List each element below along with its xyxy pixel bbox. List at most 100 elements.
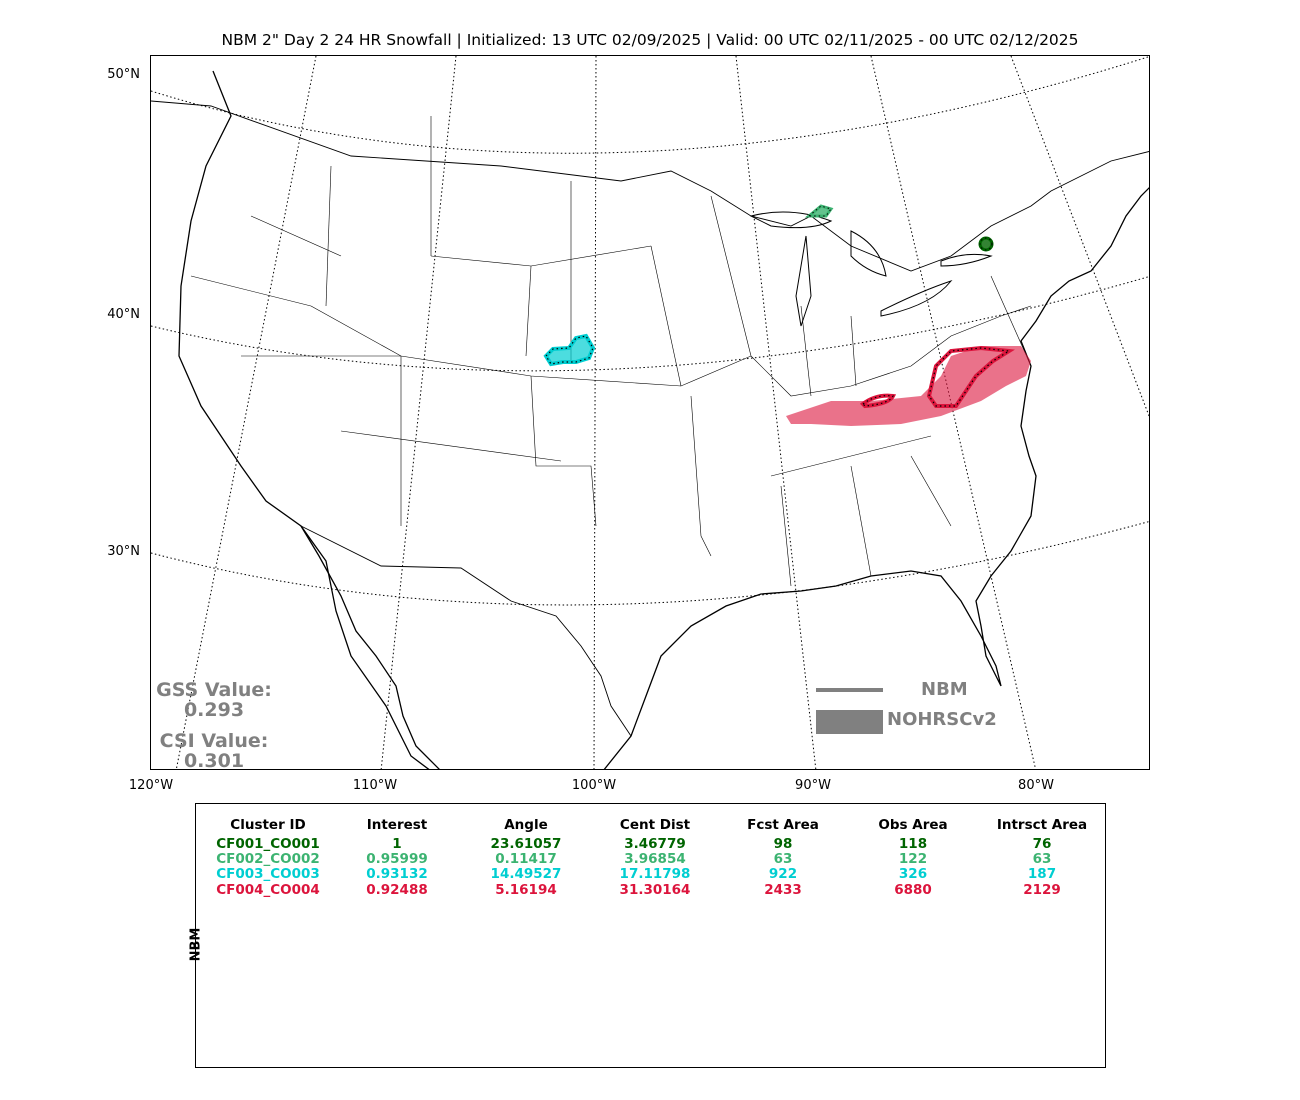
table-cell: 187 (1027, 866, 1057, 882)
state-line (910, 455, 952, 527)
state-line (250, 215, 342, 257)
gss-value: 0.293 (183, 699, 245, 721)
legend-line-swatch (816, 688, 883, 692)
state-line (690, 395, 712, 557)
meridian-70w (1010, 56, 1149, 418)
legend-nbm-label: NBM (921, 679, 968, 700)
lat-label-50: 50°N (107, 67, 140, 82)
graticule (151, 56, 1149, 769)
state-line (190, 275, 312, 307)
parallel-30n (151, 521, 1149, 606)
lake-superior (749, 211, 833, 229)
cf002-outline (804, 204, 834, 218)
table-cell: 2129 (1023, 882, 1061, 898)
table-cell: 2433 (764, 882, 802, 898)
lon-label-80w: 80°W (1018, 778, 1054, 793)
cf001-dots (979, 237, 993, 251)
table-row-cluster-id: CF002_CO002 (216, 851, 320, 867)
col-header-obs-area: Obs Area (878, 817, 948, 833)
cf002-dots (807, 205, 832, 217)
baja-peninsula (300, 525, 440, 769)
csi-label: CSI Value: (159, 730, 269, 752)
parallel-50n (151, 56, 1149, 154)
meridian-120w (175, 56, 317, 769)
lon-label-110w: 110°W (352, 778, 398, 793)
table-cell: 0.93132 (366, 866, 428, 882)
state-line (525, 265, 532, 357)
state-line (430, 245, 652, 267)
table-cell: 14.49527 (490, 866, 562, 882)
table-cell: 3.96854 (624, 851, 686, 867)
cf003-dots (545, 335, 594, 365)
cf004-obs-area (786, 346, 1031, 426)
table-cell: 922 (768, 866, 798, 882)
table-cell: 6880 (894, 882, 932, 898)
table-cell: 0.92488 (366, 882, 428, 898)
cluster-cf004 (786, 345, 1031, 426)
row-axis-label: NBM (188, 927, 204, 962)
state-line (800, 305, 812, 397)
state-line (990, 275, 1032, 367)
state-lines (190, 116, 1032, 587)
lat-label-40: 40°N (107, 307, 140, 322)
col-header-intrsct-area: Intrsct Area (996, 817, 1088, 833)
lake-huron (850, 230, 887, 277)
table-cell: 122 (898, 851, 928, 867)
us-mexico-border (300, 525, 632, 737)
state-line (750, 305, 1032, 397)
col-header-fcst-area: Fcst Area (747, 817, 819, 833)
us-canada-border (151, 100, 1149, 272)
table-cell: 0.95999 (366, 851, 428, 867)
legend-nohrsc-label: NOHRSCv2 (887, 709, 997, 730)
stats-table: Cluster ID Interest Angle Cent Dist Fcst… (195, 803, 1106, 1068)
table-cell: 3.46779 (624, 836, 686, 852)
csi-value: 0.301 (183, 750, 245, 772)
state-line (530, 375, 597, 527)
table-cell: 17.11798 (619, 866, 691, 882)
state-line (770, 435, 932, 477)
state-line (650, 245, 682, 387)
col-header-interest: Interest (366, 817, 428, 833)
table-cell: 63 (773, 851, 793, 867)
great-lakes (749, 211, 993, 327)
meridian-110w (380, 56, 457, 769)
lake-erie (880, 279, 953, 317)
state-line (710, 195, 752, 357)
col-header-angle: Angle (504, 817, 548, 833)
lon-label-90w: 90°W (795, 778, 831, 793)
west-coast (178, 70, 430, 769)
table-cell: 23.61057 (490, 836, 562, 852)
map-canvas (151, 56, 1149, 769)
lake-michigan (795, 235, 812, 327)
parallel-40n (151, 276, 1149, 372)
map-panel (150, 55, 1150, 770)
table-cell: 76 (1032, 836, 1052, 852)
state-line (850, 465, 872, 577)
table-cell: 5.16194 (495, 882, 557, 898)
col-header-cent-dist: Cent Dist (619, 817, 691, 833)
table-row-cluster-id: CF004_CO004 (216, 882, 320, 898)
table-cell: 1 (392, 836, 402, 852)
table-row-cluster-id: CF003_CO003 (216, 866, 320, 882)
state-line (850, 315, 857, 387)
lon-label-100w: 100°W (571, 778, 617, 793)
cf004-fcst-dots-main (928, 347, 1011, 407)
cf003-outline (543, 333, 596, 367)
state-line (340, 430, 562, 462)
gulf-and-east-coast (603, 187, 1149, 769)
lake-ontario (940, 253, 993, 267)
cluster-cf003 (543, 333, 596, 367)
cluster-cf001 (978, 236, 994, 252)
lon-label-120w: 120°W (128, 778, 174, 793)
state-line (325, 165, 332, 307)
table-cell: 31.30164 (619, 882, 691, 898)
state-line (780, 485, 792, 587)
table-cell: 118 (898, 836, 928, 852)
borders (151, 100, 1149, 737)
state-line (310, 305, 752, 387)
legend-fill-swatch (816, 710, 883, 734)
cf004-fcst-dots-west (862, 395, 894, 407)
table-row-cluster-id: CF001_CO001 (216, 836, 320, 852)
gss-label: GSS Value: (156, 679, 272, 701)
col-header-cluster-id: Cluster ID (230, 817, 306, 833)
